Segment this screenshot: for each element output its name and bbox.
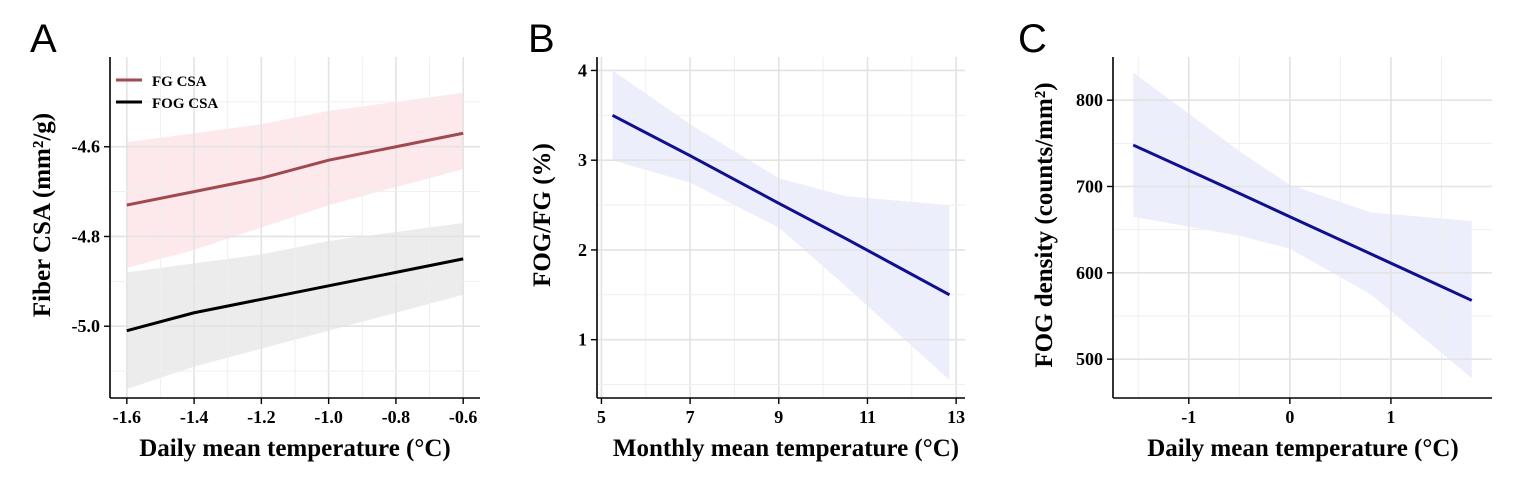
x-tick-label: -1 <box>1181 407 1196 427</box>
panel-c-letter: C <box>1018 17 1047 61</box>
panel-a-letter: A <box>30 17 57 61</box>
y-tick-label: -4.8 <box>72 226 101 246</box>
x-tick-label: 13 <box>947 407 965 427</box>
panel-c-x-axis-title: Daily mean temperature (°C) <box>1147 435 1459 462</box>
panel-a-y-axis-title: Fiber CSA (mm²/g) <box>29 113 56 317</box>
x-tick-label: 9 <box>774 407 783 427</box>
y-tick-label: 3 <box>578 150 587 170</box>
panel-b-confidence-band-0 <box>612 70 950 381</box>
panel-a-legend: FG CSA FOG CSA <box>116 74 218 112</box>
x-tick-label: 7 <box>686 407 695 427</box>
panel-c-confidence-band-0 <box>1133 72 1472 379</box>
panel-c-y-axis-title: FOG density (counts/mm²) <box>1031 82 1058 367</box>
y-tick-label: 4 <box>578 60 587 80</box>
x-tick-label: 0 <box>1285 407 1294 427</box>
y-tick-label: -5.0 <box>72 316 101 336</box>
x-tick-label: -1.4 <box>180 407 209 427</box>
y-tick-label: 600 <box>1076 263 1103 283</box>
panel-a-x-axis-title: Daily mean temperature (°C) <box>139 435 451 462</box>
panel-a: A -1.6 -1.4 -1.2 -1.0 -0.8 -0.6 -5.0-4.8-4.6 … <box>29 17 480 462</box>
panel-b-y-axis-title: FOG/FG (%) <box>529 143 556 287</box>
panel-b-x-axis-title: Monthly mean temperature (°C) <box>613 435 959 462</box>
legend-label-fog-csa: FOG CSA <box>152 96 218 112</box>
panel-a-series-line-0 <box>126 131 464 207</box>
panel-c: C -1 0 1 500 600 700 800 Daily mean temperatu… <box>1018 17 1492 462</box>
panel-a-series-line-1 <box>126 257 464 333</box>
x-tick-label: 11 <box>859 407 876 427</box>
panel-b-letter: B <box>528 17 555 61</box>
x-tick-label: -1.2 <box>247 407 276 427</box>
panel-b-series-line-0 <box>611 113 951 297</box>
y-tick-label: 500 <box>1076 349 1103 369</box>
y-tick-label: 2 <box>578 240 587 260</box>
panel-c-series-line-0 <box>1132 143 1473 302</box>
legend-label-fg-csa: FG CSA <box>152 74 207 90</box>
x-tick-label: -0.8 <box>382 407 411 427</box>
x-tick-label: -1.0 <box>314 407 343 427</box>
x-tick-label: 5 <box>597 407 606 427</box>
x-tick-label: -1.6 <box>113 407 142 427</box>
y-tick-label: 800 <box>1076 90 1103 110</box>
x-tick-label: 1 <box>1386 407 1395 427</box>
x-tick-label: -0.6 <box>449 407 478 427</box>
y-tick-label: -4.6 <box>72 137 101 157</box>
y-tick-label: 1 <box>578 330 587 350</box>
y-tick-label: 700 <box>1076 176 1103 196</box>
panel-b: B 5 7 9 11 13 1 2 3 4 Monthly mean temperature … <box>528 17 965 462</box>
